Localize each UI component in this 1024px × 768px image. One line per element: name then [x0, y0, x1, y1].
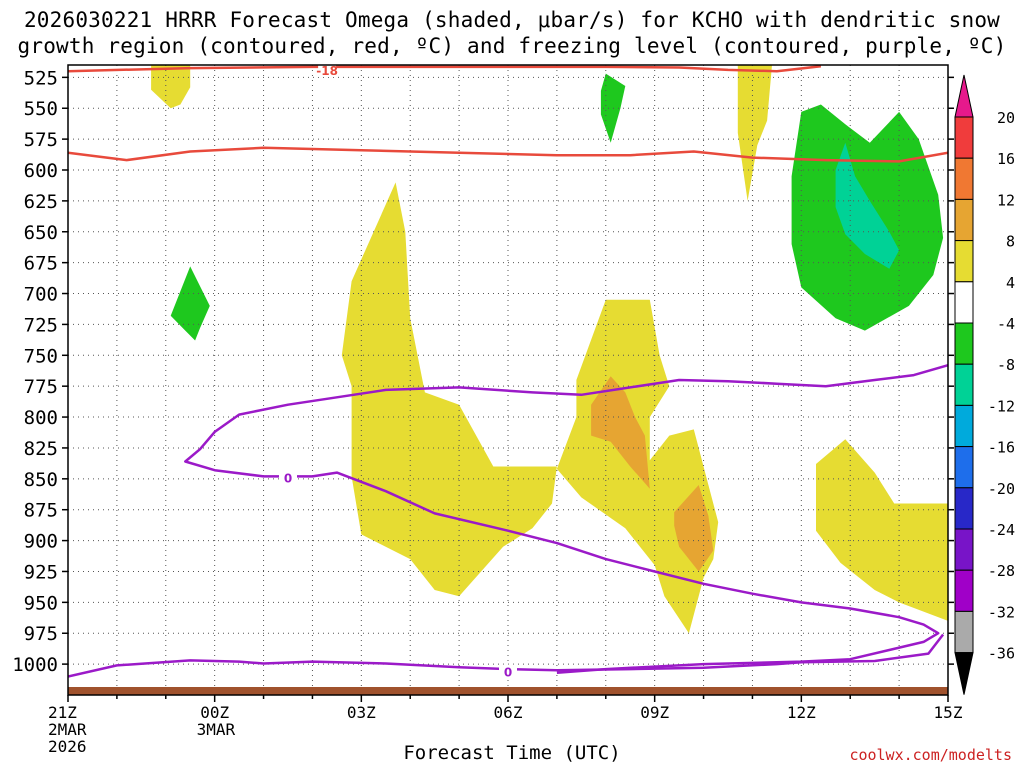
colorbar-box-5 — [954, 281, 974, 324]
y-tick-label-800: 800 — [24, 407, 58, 429]
y-tick-label-600: 600 — [24, 160, 58, 182]
omega-region-1 — [151, 65, 191, 109]
y-tick-label-525: 525 — [24, 67, 58, 89]
y-tick-label-675: 675 — [24, 253, 58, 275]
y-tick-label-950: 950 — [24, 592, 58, 614]
x-tick-label-3-0: 06Z — [494, 703, 523, 722]
x-tick-label-6-0: 15Z — [934, 703, 963, 722]
colorbar-box-10 — [954, 487, 974, 530]
y-tick-label-775: 775 — [24, 376, 58, 398]
x-tick-label-1-0: 00Z — [200, 703, 229, 722]
dgz-red-lower — [68, 146, 948, 163]
y-tick-label-625: 625 — [24, 191, 58, 213]
colorbar-box-9 — [954, 446, 974, 489]
colorbar-box-3 — [954, 198, 974, 242]
y-tick-label-850: 850 — [24, 469, 58, 491]
colorbar-box-1 — [954, 116, 974, 159]
x-tick-label-0-0: 21Z — [48, 703, 77, 722]
omega-region-2 — [737, 65, 772, 201]
colorbar-label-8: -16 — [988, 439, 1015, 457]
colorbar-label-10: -24 — [988, 521, 1015, 539]
x-axis-label: Forecast Time (UTC) — [403, 742, 621, 764]
y-tick-label-750: 750 — [24, 345, 58, 367]
colorbar-box-6 — [954, 322, 974, 365]
freezing-level-lower-label: 0 — [504, 666, 512, 680]
grid-layer — [68, 65, 948, 695]
omega-region-8 — [170, 266, 210, 341]
colorbar-box-4 — [954, 240, 974, 283]
omega-region-3 — [341, 182, 557, 597]
colorbar-label-1: 16 — [997, 150, 1015, 168]
colorbar-label-0: 20 — [997, 109, 1015, 127]
colorbar-label-4: 4 — [1006, 274, 1015, 292]
y-tick-label-575: 575 — [24, 129, 58, 151]
colorbar-box-11 — [954, 528, 974, 571]
y-tick-label-975: 975 — [24, 623, 58, 645]
colorbar-box-12 — [954, 569, 974, 612]
x-tick-label-4-0: 09Z — [640, 703, 669, 722]
omega-region-7 — [674, 485, 714, 572]
y-tick-label-825: 825 — [24, 438, 58, 460]
y-tick-label-700: 700 — [24, 284, 58, 306]
y-tick-label-550: 550 — [24, 98, 58, 120]
omega-region-11 — [835, 142, 900, 269]
colorbar-label-11: -28 — [988, 562, 1015, 580]
y-tick-label-725: 725 — [24, 314, 58, 336]
y-tick-label-900: 900 — [24, 531, 58, 553]
colorbar-box-2 — [954, 157, 974, 200]
omega-shading-layer — [151, 65, 948, 634]
chart-title-line-2: growth region (contoured, red, ºC) and f… — [17, 34, 1007, 58]
y-tick-label-1000: 1000 — [12, 654, 58, 676]
dgz-red-upper — [68, 65, 822, 73]
colorbar-label-13: -36 — [988, 645, 1015, 663]
y-tick-label-650: 650 — [24, 222, 58, 244]
dgz-red-upper-label-bg — [318, 65, 337, 77]
contour-layer: -18 0 0 — [68, 64, 948, 680]
credit-text: coolwx.com/modelts — [849, 746, 1012, 764]
omega-region-6 — [591, 376, 650, 489]
x-tick-label-2-0: 03Z — [347, 703, 376, 722]
colorbar-label-5: -4 — [997, 315, 1015, 333]
colorbar-box-7 — [954, 363, 974, 406]
ground-layer — [68, 687, 948, 695]
x-tick-label-0-1: 2MAR — [48, 720, 87, 739]
colorbar-box-8 — [954, 404, 974, 448]
freezing-level-lower-label-bg — [499, 664, 517, 679]
colorbar-top-arrow — [954, 74, 974, 118]
colorbar-label-6: -8 — [997, 356, 1015, 374]
x-tick-label-1-1: 3MAR — [197, 720, 236, 739]
chart-title-line-1: 2026030221 HRRR Forecast Omega (shaded, … — [23, 8, 1001, 32]
y-tick-label-875: 875 — [24, 500, 58, 522]
x-tick-label-5-0: 12Z — [787, 703, 816, 722]
colorbar-label-12: -32 — [988, 603, 1015, 621]
y-axis: 525 550 575 600 625 650 675 700 725 750 775 800 825 8… — [12, 67, 954, 676]
y-tick-label-925: 925 — [24, 561, 58, 583]
colorbar-label-3: 8 — [1006, 233, 1015, 251]
colorbar-label-2: 12 — [997, 191, 1015, 209]
x-tick-label-0-2: 2026 — [48, 737, 87, 756]
freezing-level-upper-label-bg — [279, 470, 297, 485]
colorbar-label-9: -20 — [988, 480, 1015, 498]
colorbar-label-7: -12 — [988, 397, 1015, 415]
ground-strip — [68, 687, 948, 695]
colorbar: 20 16 12 8 4 -4 -8 -12 -16 -20 -24 -28 -32 -36 — [954, 74, 1015, 695]
dgz-red-upper-label: -18 — [316, 64, 338, 78]
colorbar-bottom-arrow — [954, 652, 974, 695]
colorbar-box-13 — [954, 610, 974, 654]
freezing-level-upper-label: 0 — [284, 472, 292, 486]
omega-region-5 — [816, 439, 948, 621]
freezing-level-upper — [184, 363, 948, 675]
